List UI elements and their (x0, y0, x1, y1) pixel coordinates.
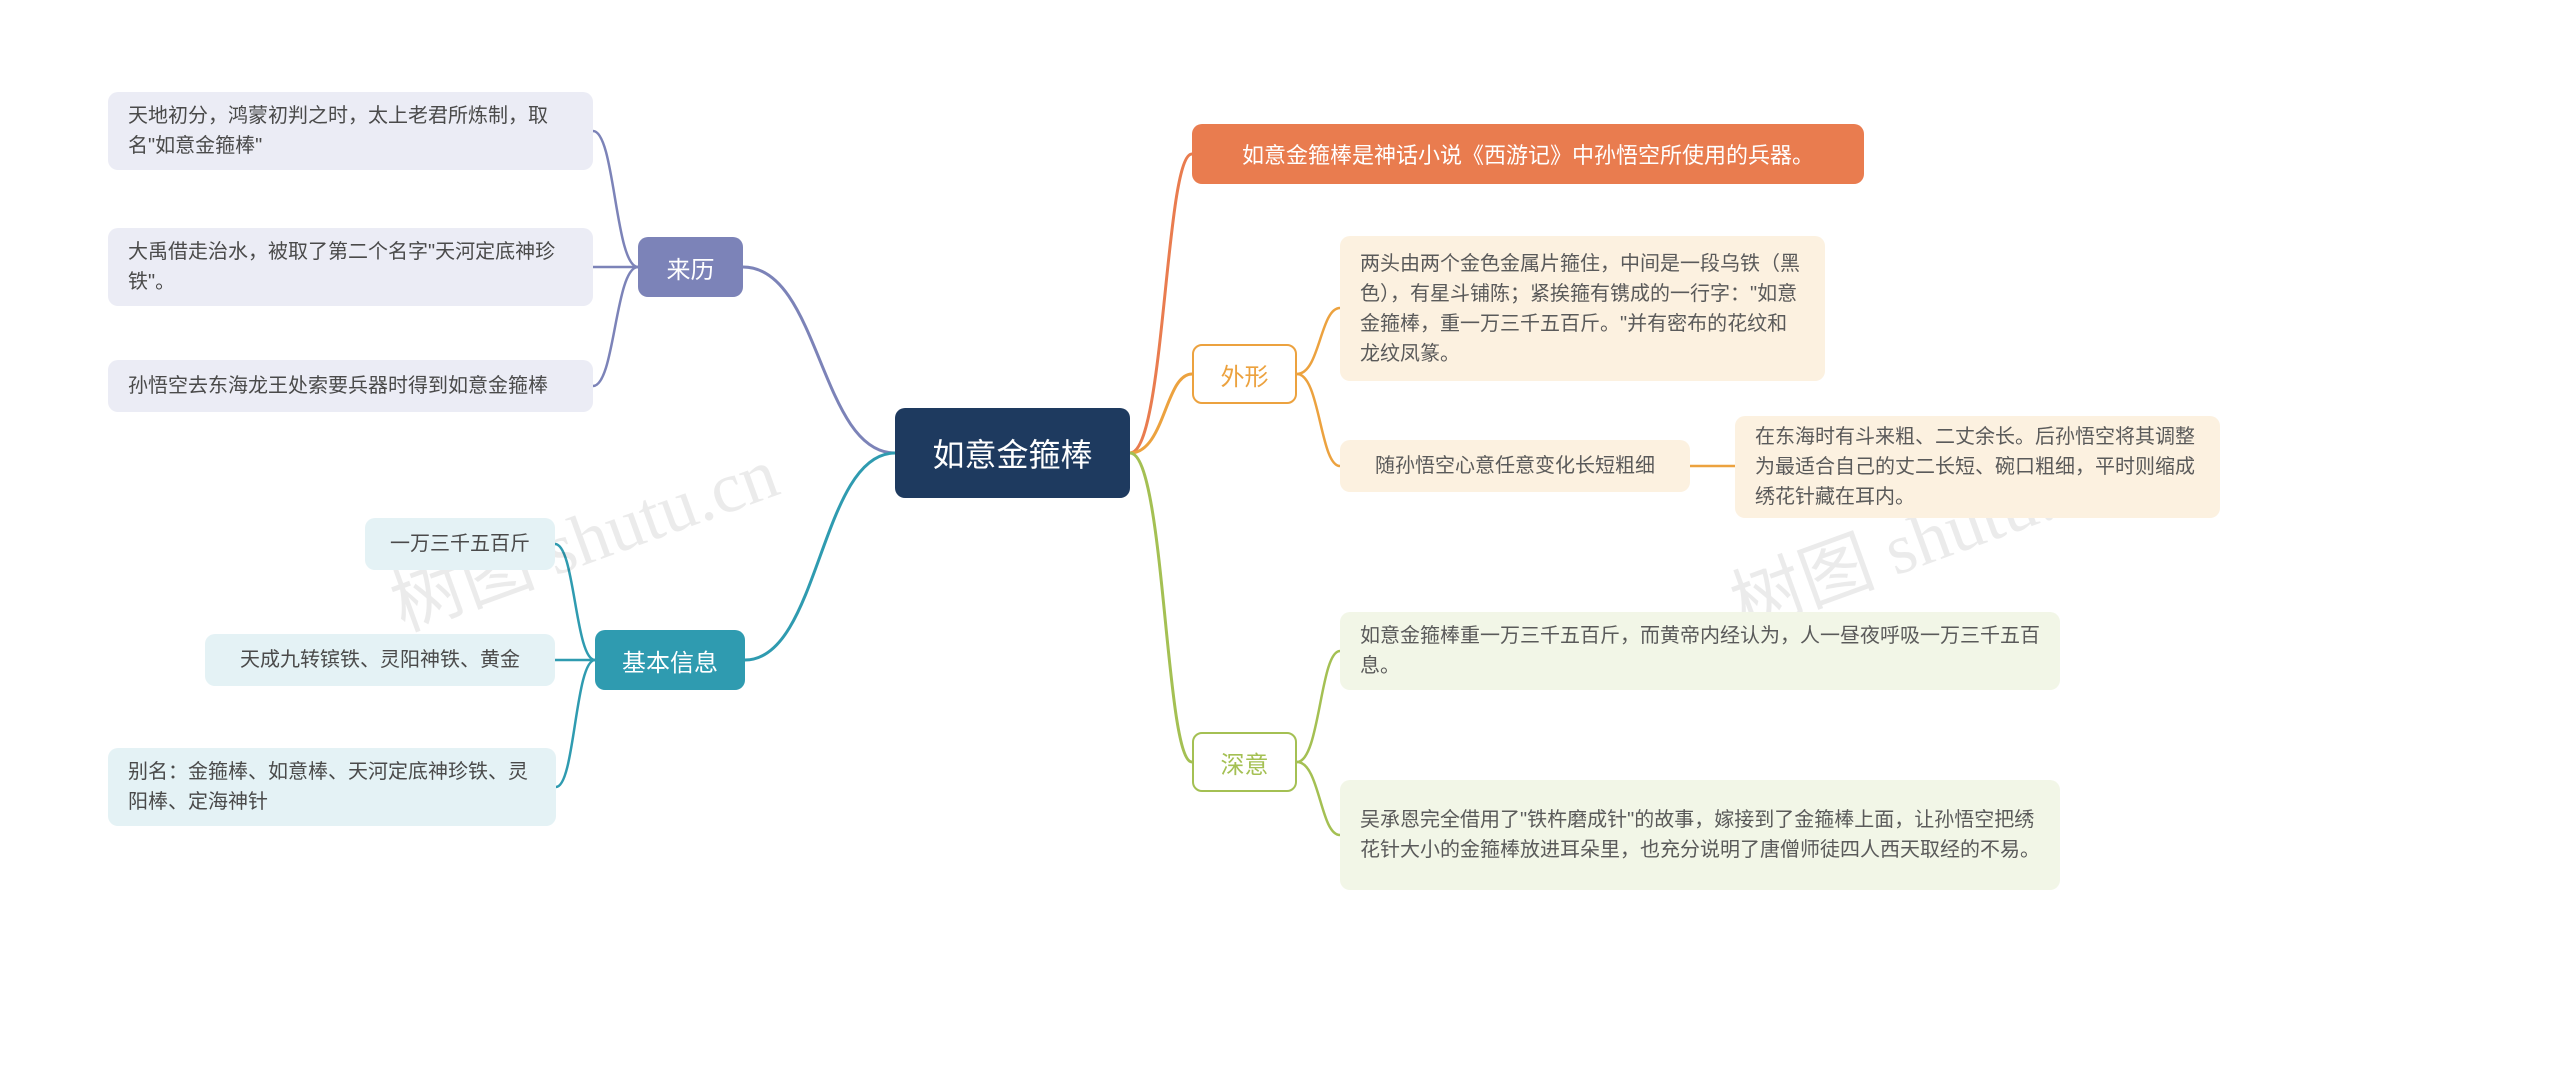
leaf-basic-0[interactable]: 一万三千五百斤 (365, 518, 555, 570)
leaf-history-2[interactable]: 孙悟空去东海龙王处索要兵器时得到如意金箍棒 (108, 360, 593, 412)
leaf-shape-0[interactable]: 两头由两个金色金属片箍住，中间是一段乌铁（黑色），有星斗铺陈；紧挨箍有镌成的一行… (1340, 236, 1825, 381)
branch-meaning[interactable]: 深意 (1192, 732, 1297, 792)
leaf-shape-1[interactable]: 随孙悟空心意任意变化长短粗细 (1340, 440, 1690, 492)
branch-history[interactable]: 来历 (638, 237, 743, 297)
leaf-shape-sub[interactable]: 在东海时有斗来粗、二丈余长。后孙悟空将其调整为最适合自己的丈二长短、碗口粗细，平… (1735, 416, 2220, 518)
branch-basic[interactable]: 基本信息 (595, 630, 745, 690)
leaf-basic-2[interactable]: 别名：金箍棒、如意棒、天河定底神珍铁、灵阳棒、定海神针 (108, 748, 556, 826)
leaf-history-0[interactable]: 天地初分，鸿蒙初判之时，太上老君所炼制，取名"如意金箍棒" (108, 92, 593, 170)
leaf-history-1[interactable]: 大禹借走治水，被取了第二个名字"天河定底神珍铁"。 (108, 228, 593, 306)
leaf-meaning-0[interactable]: 如意金箍棒重一万三千五百斤，而黄帝内经认为，人一昼夜呼吸一万三千五百息。 (1340, 612, 2060, 690)
leaf-basic-1[interactable]: 天成九转镔铁、灵阳神铁、黄金 (205, 634, 555, 686)
leaf-meaning-1[interactable]: 吴承恩完全借用了"铁杵磨成针"的故事，嫁接到了金箍棒上面，让孙悟空把绣花针大小的… (1340, 780, 2060, 890)
branch-desc[interactable]: 如意金箍棒是神话小说《西游记》中孙悟空所使用的兵器。 (1192, 124, 1864, 184)
branch-shape[interactable]: 外形 (1192, 344, 1297, 404)
center-node[interactable]: 如意金箍棒 (895, 408, 1130, 498)
